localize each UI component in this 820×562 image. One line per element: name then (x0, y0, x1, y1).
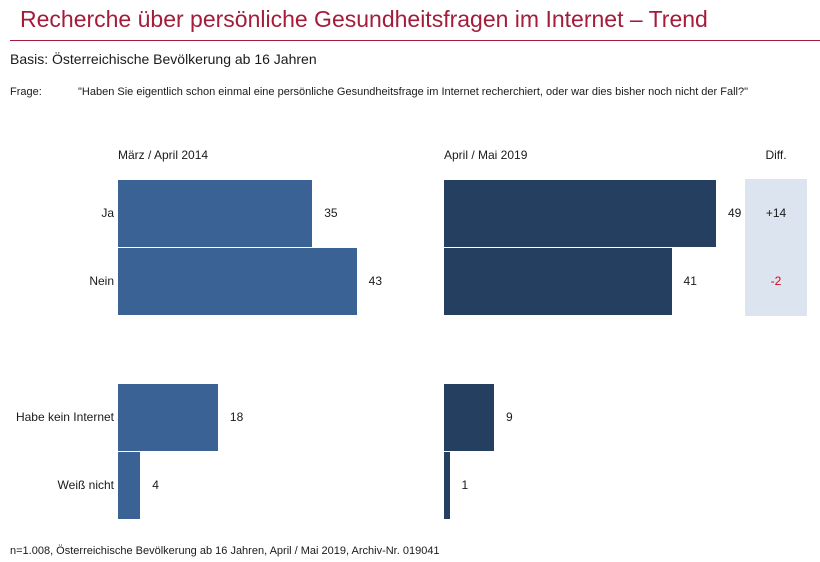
value-label: 43 (368, 273, 382, 288)
value-label: 35 (324, 205, 338, 220)
value-label: 49 (727, 205, 742, 220)
value-label: 4 (152, 477, 159, 492)
frage-line: Frage: "Haben Sie eigentlich schon einma… (10, 86, 748, 98)
page-title: Recherche über persönliche Gesundheitsfr… (20, 6, 708, 32)
diff-value: +14 (765, 205, 787, 220)
bar (444, 384, 494, 451)
title-divider (10, 40, 820, 41)
frage-text: "Haben Sie eigentlich schon einmal eine … (78, 86, 749, 98)
bar (444, 248, 672, 315)
series-title-2: April / Mai 2019 (444, 148, 528, 162)
basis-line: Basis: Österreichische Bevölkerung ab 16… (10, 51, 317, 67)
basis-label: Basis: (10, 51, 49, 67)
value-label: 1 (461, 477, 469, 492)
bar (118, 180, 313, 247)
basis-text: Österreichische Bevölkerung ab 16 Jahren (52, 51, 317, 67)
bar (118, 248, 357, 315)
diff-panel (745, 179, 807, 316)
diff-header: Diff. (765, 148, 787, 162)
value-label: 9 (505, 409, 513, 424)
value-label: 41 (683, 273, 697, 288)
category-label: Habe kein Internet (15, 409, 114, 424)
bar (444, 452, 450, 519)
bar (444, 180, 716, 247)
category-label: Nein (89, 273, 114, 288)
frage-label: Frage: (10, 86, 42, 98)
diff-value: -2 (770, 273, 782, 288)
series-title-1: März / April 2014 (118, 148, 209, 162)
category-label: Ja (101, 205, 114, 220)
value-label: 18 (229, 409, 244, 424)
bar (118, 384, 218, 451)
bar (118, 452, 141, 519)
category-label: Weiß nicht (57, 477, 114, 492)
footer-note: n=1.008, Österreichische Bevölkerung ab … (10, 545, 440, 557)
